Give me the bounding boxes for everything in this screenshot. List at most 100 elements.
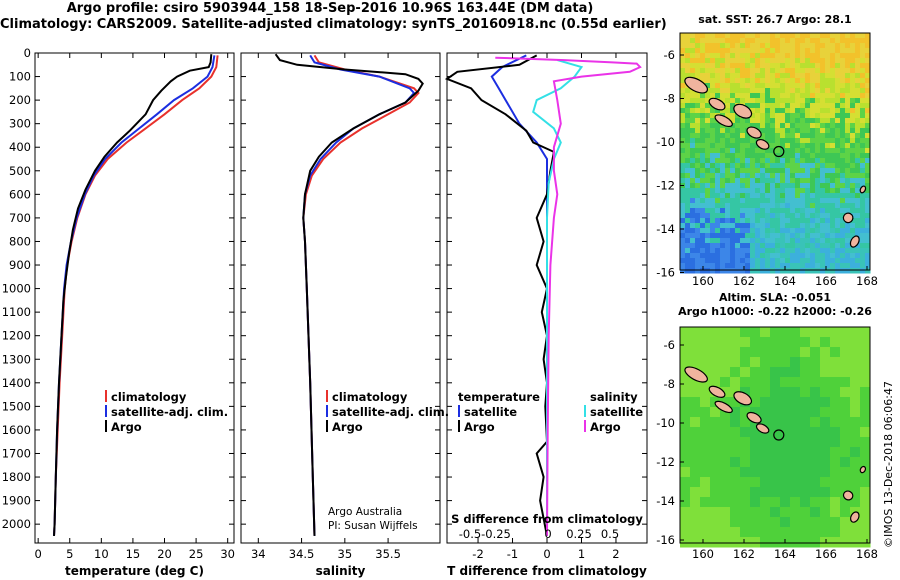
map-cell (840, 138, 846, 144)
map-cell (760, 347, 771, 358)
map-cell (740, 128, 746, 134)
map-cell (700, 327, 711, 338)
map-cell (680, 253, 686, 259)
map-cell (825, 108, 831, 114)
map-cell (810, 103, 816, 109)
map-cell (760, 133, 766, 139)
map-cell (740, 537, 751, 548)
map-cell (695, 258, 701, 264)
map-cell (790, 193, 796, 199)
map-cell (820, 537, 831, 548)
map-cell (790, 417, 801, 428)
map-cell (730, 367, 741, 378)
map-cell (730, 78, 736, 84)
map-cell (825, 143, 831, 149)
map-ytick-label: -14 (656, 222, 675, 236)
map-cell (790, 93, 796, 99)
map-cell (690, 437, 701, 448)
map-cell (850, 527, 861, 538)
map-cell (730, 148, 736, 154)
map-cell (810, 153, 816, 159)
map-cell (770, 213, 776, 219)
map-cell (780, 198, 786, 204)
map-cell (810, 467, 821, 478)
map-cell (850, 103, 856, 109)
map-cell (745, 138, 751, 144)
map-cell (690, 337, 701, 348)
map-cell (800, 48, 806, 54)
map-cell (770, 367, 781, 378)
map-cell (750, 337, 761, 348)
temperature-xtick-label: 30 (220, 547, 235, 561)
map-cell (860, 387, 871, 398)
depth-tick-label: 1700 (2, 446, 31, 460)
map-cell (745, 148, 751, 154)
map-cell (780, 477, 791, 488)
map-cell (695, 43, 701, 49)
legend-item-climatology: climatology (105, 390, 228, 405)
map-cell (730, 347, 741, 358)
map-cell (680, 447, 691, 458)
map-cell (810, 387, 821, 398)
map-cell (775, 168, 781, 174)
map-cell (785, 133, 791, 139)
map-cell (865, 153, 871, 159)
map-cell (780, 417, 791, 428)
map-cell (835, 178, 841, 184)
map-cell (695, 228, 701, 234)
map-cell (760, 407, 771, 418)
map-cell (860, 68, 866, 74)
map-cell (715, 43, 721, 49)
map-cell (710, 233, 716, 239)
map-cell (765, 133, 771, 139)
map-island (755, 423, 770, 434)
map-cell (755, 238, 761, 244)
map-cell (745, 33, 751, 39)
map-cell (775, 248, 781, 254)
map-cell (745, 228, 751, 234)
map-island (849, 511, 860, 523)
map-cell (755, 163, 761, 169)
map-cell (785, 98, 791, 104)
map-cell (680, 337, 691, 348)
map-cell (820, 527, 831, 538)
map-cell (680, 103, 686, 109)
map-cell (710, 248, 716, 254)
legend-title-salinity: salinity (590, 390, 638, 404)
map-cell (840, 268, 846, 274)
map-cell (850, 188, 856, 194)
map-cell (715, 63, 721, 69)
map-cell (725, 248, 731, 254)
map-cell (695, 173, 701, 179)
map-cell (770, 83, 776, 89)
map-cell (680, 173, 686, 179)
map-cell (685, 258, 691, 264)
map-cell (810, 93, 816, 99)
map-cell (725, 168, 731, 174)
salinity-xtick-label: 35 (338, 547, 353, 561)
map-cell (710, 48, 716, 54)
map-cell (800, 397, 811, 408)
map-cell (820, 158, 826, 164)
map-cell (800, 113, 806, 119)
map-cell (690, 243, 696, 249)
map-cell (830, 173, 836, 179)
salinity-xtick-label: 34.5 (289, 547, 315, 561)
map-cell (785, 63, 791, 69)
map-cell (745, 208, 751, 214)
map-cell (830, 183, 836, 189)
map-cell (705, 193, 711, 199)
map-cell (750, 188, 756, 194)
map-cell (740, 238, 746, 244)
map-cell (825, 193, 831, 199)
map-cell (840, 43, 846, 49)
map-cell (765, 238, 771, 244)
map-cell (800, 487, 811, 498)
map-cell (680, 223, 686, 229)
map2-subtitle: Argo h1000: -0.22 h2000: -0.26 (678, 305, 872, 318)
map-cell (780, 83, 786, 89)
map-cell (835, 233, 841, 239)
map-cell (710, 163, 716, 169)
map-cell (705, 148, 711, 154)
